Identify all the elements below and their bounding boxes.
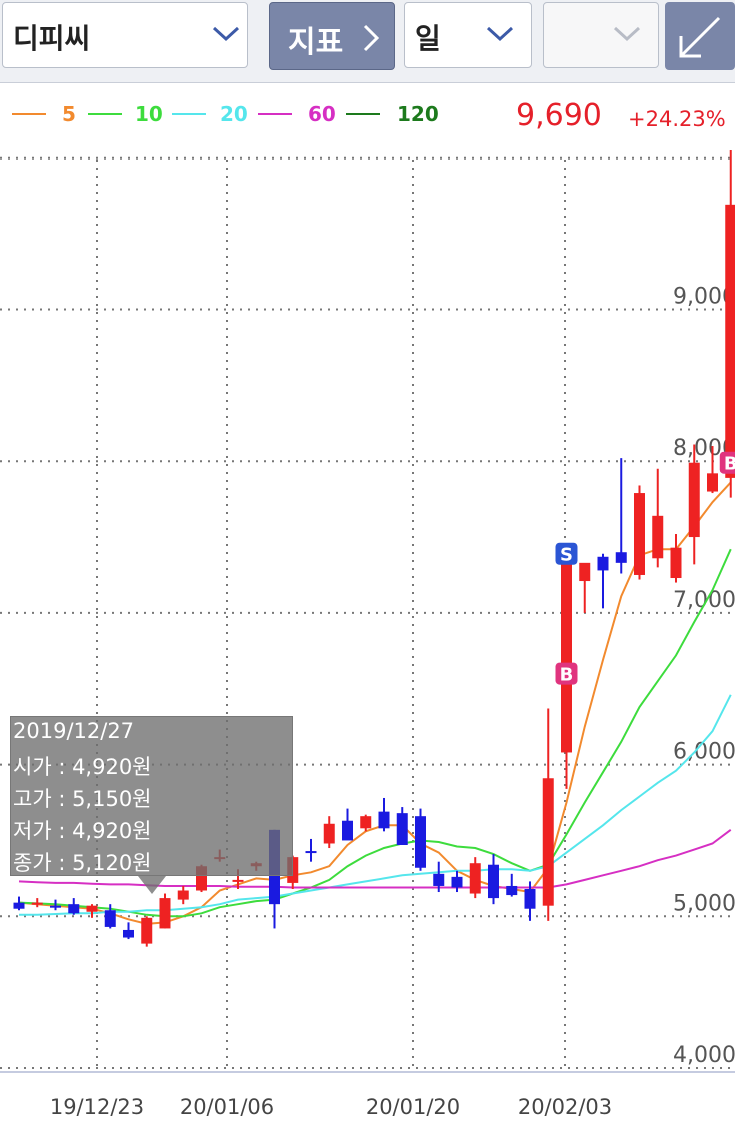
candle-body — [378, 811, 390, 829]
y-tick-label: 7,000 — [673, 588, 735, 613]
indicator-label: 지표 — [288, 25, 344, 60]
candle-body — [524, 888, 536, 909]
stock-name: 디피씨 — [13, 22, 91, 55]
candle-body — [360, 816, 372, 829]
candle-body — [615, 552, 627, 563]
legend-line-60 — [258, 113, 292, 115]
y-tick-label: 6,000 — [673, 740, 735, 765]
candle-body — [104, 910, 116, 927]
chevron-down-icon — [486, 26, 514, 42]
tooltip-close: 종가 : 5,120원 — [13, 851, 152, 875]
candle-body — [725, 204, 735, 478]
legend-label-5: 5 — [62, 102, 76, 126]
current-price: 9,690 — [516, 98, 602, 133]
candle-body — [232, 879, 244, 882]
expand-button[interactable] — [665, 2, 735, 70]
x-tick-label: 20/01/20 — [366, 1095, 460, 1119]
legend-line-120 — [346, 113, 380, 115]
legend-line-10 — [88, 113, 122, 115]
candle-body — [670, 547, 682, 579]
candle-body — [707, 473, 718, 492]
candle-body — [323, 823, 335, 844]
candle-body — [433, 873, 445, 886]
legend-label-20: 20 — [220, 102, 248, 126]
candle-body — [561, 555, 572, 753]
y-tick-label: 5,000 — [673, 891, 735, 916]
tooltip-open: 시가 : 4,920원 — [13, 755, 152, 779]
candle-body — [542, 778, 554, 906]
marker-label: B — [560, 665, 574, 686]
candle-body — [652, 515, 664, 559]
x-tick-label: 20/01/06 — [180, 1095, 274, 1119]
period-label: 일 — [415, 22, 441, 55]
legend-line-20 — [172, 113, 206, 115]
legend-label-120: 120 — [397, 102, 439, 126]
x-tick-label: 19/12/23 — [50, 1095, 144, 1119]
candle-body — [123, 929, 134, 938]
candle-body — [688, 462, 700, 538]
y-tick-label: 4,000 — [673, 1043, 735, 1068]
candle-body — [488, 864, 499, 899]
tooltip-high: 고가 : 5,150원 — [13, 787, 152, 811]
legend-label-60: 60 — [308, 102, 336, 126]
tooltip-low: 저가 : 4,920원 — [13, 819, 152, 843]
candle-body — [506, 885, 518, 896]
y-tick-label: 9,000 — [673, 285, 735, 310]
candle-body — [597, 556, 609, 571]
candle-body — [13, 902, 25, 909]
ma-legend: 5 10 20 60 120 — [0, 94, 735, 134]
candle-body — [451, 876, 463, 888]
ma-line-5 — [18, 481, 732, 925]
stock-select[interactable]: 디피씨 — [2, 2, 248, 68]
buy-marker — [555, 662, 578, 685]
x-tick-label: 20/02/03 — [518, 1095, 612, 1119]
legend-line-5 — [12, 113, 46, 115]
sell-marker — [555, 542, 578, 565]
candle-body — [396, 813, 408, 846]
ma-line-60 — [18, 829, 732, 889]
candle-body — [469, 863, 481, 894]
candle-body — [196, 866, 207, 891]
diagonal-arrow-icon — [679, 16, 721, 58]
buy-marker — [719, 451, 735, 474]
candle-body — [141, 917, 153, 944]
candle-body — [579, 562, 591, 582]
candle-body — [177, 890, 189, 900]
marker-label: B — [724, 454, 735, 475]
tooltip-pointer — [138, 876, 166, 894]
chevron-right-icon — [363, 24, 380, 52]
ma-line-20 — [19, 694, 732, 916]
price-change: +24.23% — [628, 107, 726, 131]
candle-body — [305, 851, 317, 854]
tooltip-date: 2019/12/27 — [13, 719, 135, 743]
candle-body — [86, 905, 98, 912]
extra-select[interactable] — [543, 2, 659, 68]
candle-body — [415, 816, 426, 868]
marker-label: S — [560, 545, 573, 566]
toolbar: 디피씨 지표 일 — [0, 0, 735, 83]
candle-body — [159, 898, 171, 929]
candle-body — [50, 905, 61, 908]
period-select[interactable]: 일 — [404, 2, 532, 68]
ohlc-tooltip: 2019/12/27 시가 : 4,920원 고가 : 5,150원 저가 : … — [10, 716, 293, 876]
candle-body — [634, 493, 645, 575]
candle-body — [68, 904, 80, 914]
ma-line-10 — [18, 548, 732, 918]
legend-label-10: 10 — [135, 102, 163, 126]
candle-body — [342, 820, 353, 841]
chevron-down-icon — [212, 26, 240, 42]
indicator-button[interactable]: 지표 — [269, 2, 395, 70]
candle-body — [31, 902, 43, 905]
chevron-down-icon — [613, 26, 641, 42]
